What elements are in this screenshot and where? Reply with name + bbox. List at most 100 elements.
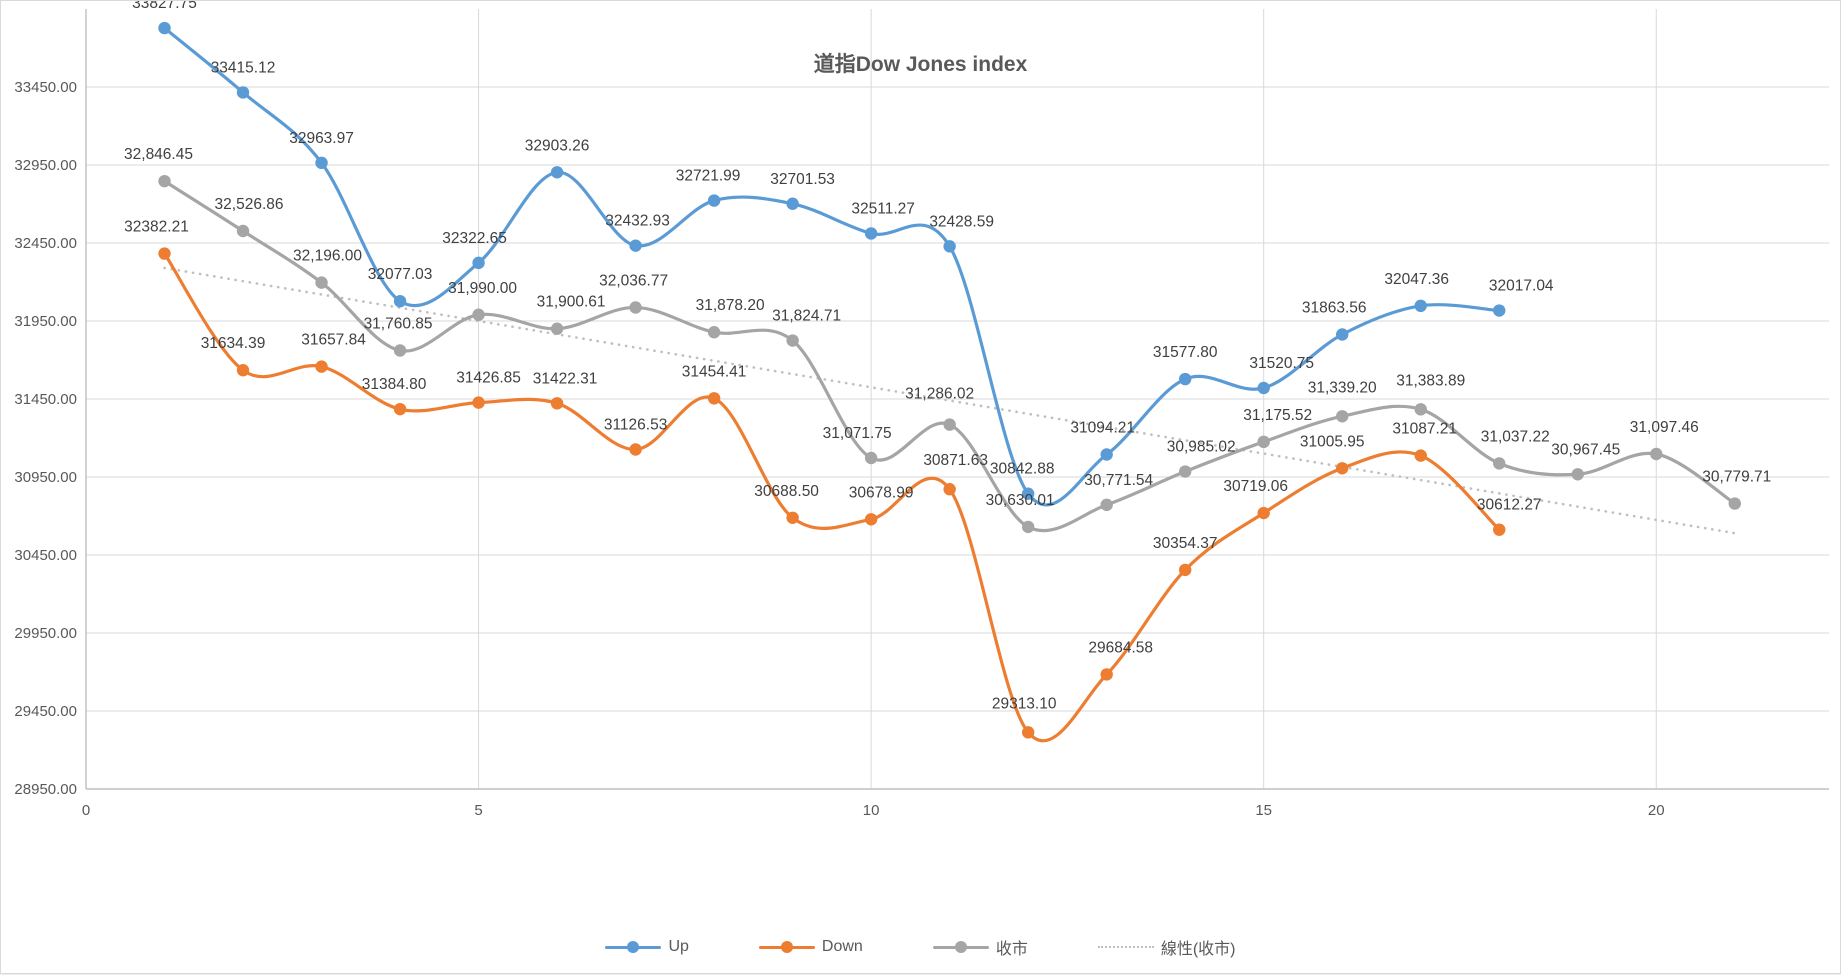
data-label: 30,779.71	[1702, 469, 1771, 486]
data-point	[707, 194, 721, 207]
data-point	[472, 256, 485, 270]
y-axis-tick-label: 31950.00	[14, 313, 77, 330]
data-point	[393, 344, 407, 357]
data-label: 32,036.77	[599, 272, 668, 289]
series-line-收市	[162, 179, 1737, 533]
data-point	[236, 364, 250, 377]
data-point	[864, 513, 878, 526]
data-label: 31,071.75	[823, 425, 892, 442]
y-axis-tick-label: 30950.00	[14, 469, 77, 486]
data-labels: 33827.75 33415.12 32963.97 32077.03 32322.65…	[124, 1, 1771, 712]
data-point	[1493, 304, 1506, 317]
data-label: 31,900.61	[537, 294, 606, 311]
data-label: 31,383.89	[1396, 372, 1465, 389]
data-label: 31384.80	[362, 376, 427, 393]
data-point	[786, 334, 799, 347]
data-label: 31,037.22	[1481, 428, 1550, 445]
data-point	[1178, 372, 1192, 386]
data-point	[786, 511, 799, 524]
legend-item-up[interactable]: Up	[605, 938, 689, 956]
x-axis-ticks: 0 5 10 15 20	[82, 802, 1665, 819]
data-label: 31126.53	[604, 416, 668, 433]
data-point	[1100, 668, 1113, 681]
data-point	[1257, 381, 1270, 395]
y-axis-tick-label: 33450.00	[14, 79, 77, 96]
data-point	[1178, 465, 1192, 478]
data-point	[315, 156, 328, 170]
legend-label-up: Up	[668, 938, 689, 955]
data-point	[786, 197, 799, 210]
data-point	[943, 240, 956, 253]
data-point	[864, 451, 878, 465]
x-axis-tick-label: 15	[1255, 802, 1272, 819]
data-label: 30678.99	[849, 484, 914, 501]
data-label: 30,630.01	[986, 492, 1055, 509]
data-point	[629, 443, 642, 456]
data-point	[1257, 435, 1270, 449]
data-point	[707, 326, 721, 339]
data-point	[1571, 468, 1584, 481]
data-label: 33827.75	[132, 1, 197, 12]
data-label: 33415.12	[211, 59, 276, 76]
legend-item-trendline[interactable]: 線性(收市)	[1097, 935, 1236, 959]
data-label: 31,824.71	[772, 308, 841, 325]
data-point	[1414, 299, 1427, 313]
data-label: 31634.39	[201, 335, 266, 352]
data-point	[1493, 457, 1506, 470]
data-label: 30842.88	[990, 461, 1055, 478]
legend-item-close[interactable]: 收市	[932, 935, 1028, 959]
data-point	[1728, 497, 1741, 510]
trendline-series	[163, 266, 1737, 535]
data-label: 32,526.86	[215, 196, 284, 213]
data-label: 30612.27	[1477, 497, 1542, 514]
series-line-Up	[162, 26, 1501, 507]
data-point	[707, 392, 721, 405]
data-label: 31,175.52	[1243, 407, 1312, 424]
data-label: 29313.10	[992, 695, 1057, 712]
data-point	[1257, 506, 1270, 520]
axis-lines	[85, 9, 1829, 790]
data-point	[158, 21, 171, 35]
data-label: 32,196.00	[293, 248, 362, 265]
legend-label-close: 收市	[995, 941, 1028, 958]
y-axis-tick-label: 29450.00	[14, 703, 77, 720]
data-label: 31577.80	[1153, 344, 1218, 361]
y-axis-tick-label: 29950.00	[14, 625, 77, 642]
data-label: 31,990.00	[448, 280, 517, 297]
data-point	[1650, 447, 1663, 461]
data-label: 32701.53	[770, 171, 835, 188]
legend-item-down[interactable]: Down	[758, 938, 863, 956]
data-label: 30,967.45	[1551, 441, 1620, 458]
data-point	[864, 227, 878, 240]
data-point	[550, 166, 564, 179]
data-label: 30,985.02	[1167, 439, 1236, 456]
data-point	[943, 483, 956, 496]
data-label: 32077.03	[368, 266, 433, 283]
data-point	[1021, 726, 1035, 739]
data-label: 31863.56	[1302, 299, 1367, 316]
data-label: 31087.21	[1392, 421, 1457, 438]
data-label: 30354.37	[1153, 535, 1218, 552]
x-axis-tick-label: 5	[474, 802, 482, 819]
trendline	[163, 266, 1737, 535]
data-point	[236, 224, 250, 238]
data-label: 29684.58	[1088, 639, 1153, 656]
data-point	[1414, 403, 1427, 416]
data-label: 31,760.85	[364, 316, 433, 333]
data-point	[1493, 523, 1506, 536]
data-label: 32721.99	[676, 168, 741, 185]
data-point	[472, 396, 485, 409]
y-axis-tick-label: 28950.00	[14, 781, 77, 798]
data-label: 32017.04	[1489, 278, 1554, 295]
chart-legend: Up Down 收市 線性(收市)	[1, 935, 1840, 959]
data-label: 31094.21	[1070, 420, 1135, 437]
data-point	[1336, 328, 1349, 341]
legend-label-down: Down	[821, 938, 863, 955]
data-point	[393, 402, 407, 416]
data-point	[629, 301, 642, 314]
data-label: 32322.65	[442, 230, 507, 247]
data-label: 30,771.54	[1084, 472, 1153, 489]
